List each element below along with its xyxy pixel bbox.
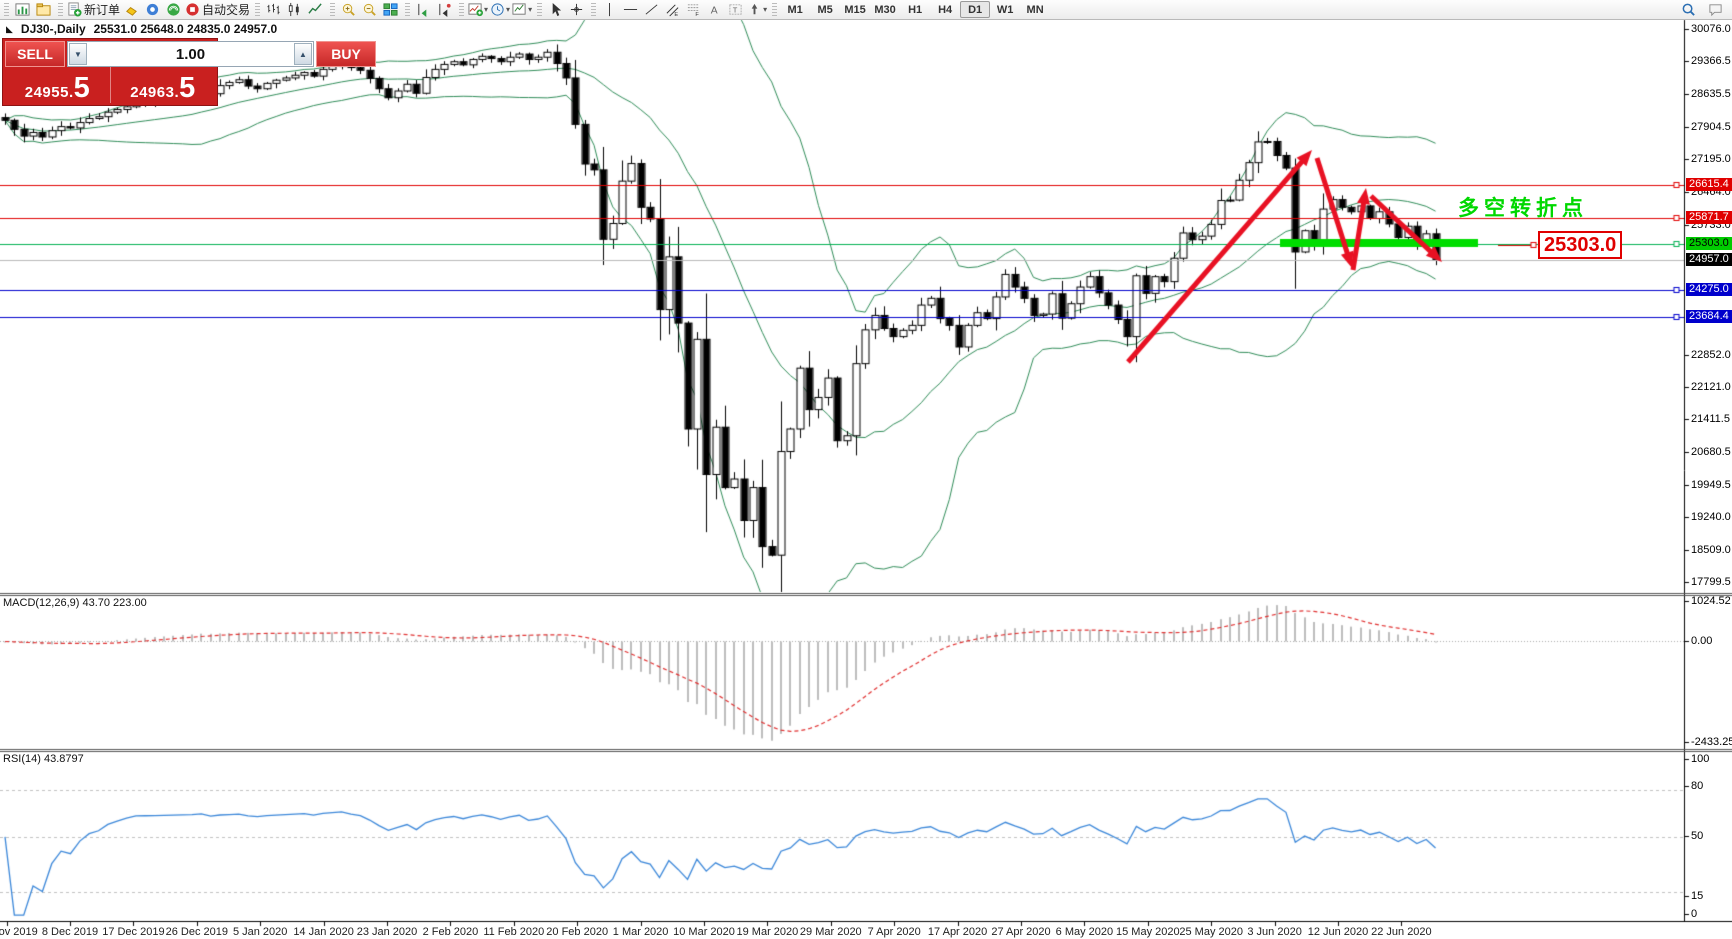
indicators-add-icon[interactable]: ▾ — [467, 1, 489, 18]
chat-icon[interactable] — [1705, 1, 1726, 18]
vertical-line-icon[interactable] — [599, 1, 620, 18]
toolbar-group-handle[interactable] — [330, 3, 336, 16]
symbol-period-label: DJ30-,Daily — [20, 22, 86, 36]
one-click-prices-row: 24955 . 5 24963 . 5 — [5, 67, 215, 103]
svg-text:E: E — [674, 12, 678, 17]
sell-button[interactable]: SELL — [5, 41, 65, 67]
volume-input[interactable] — [88, 42, 293, 66]
timeframe-h4-button[interactable]: H4 — [938, 3, 953, 16]
sell-price[interactable]: 24955 . 5 — [5, 67, 110, 103]
dropdown-caret-icon[interactable]: ▾ — [528, 5, 533, 14]
timeframe-m30-button[interactable]: M30 — [874, 3, 896, 16]
svg-text:A: A — [711, 5, 718, 16]
dropdown-caret-icon[interactable]: ▾ — [484, 5, 489, 14]
buy-price-main: 24963 — [130, 84, 175, 101]
toolbar-group-handle[interactable] — [4, 3, 9, 16]
trend-turn-annotation[interactable]: 多空转折点 — [1458, 197, 1588, 220]
toolbar-right-icons — [1678, 1, 1726, 18]
timeframe-m1-button[interactable]: M1 — [787, 3, 803, 16]
toolbar: 新订单 自动交易 ▾ ▾ ▾ E F A T ▾ M1 M5 M15 M30 H1 H4 D1 W1 MN — [0, 0, 1732, 20]
toolbar-group-handle[interactable] — [58, 3, 63, 16]
sell-price-main: 24955 — [24, 84, 69, 101]
buy-price[interactable]: 24963 . 5 — [109, 67, 216, 104]
toolbar-group-handle[interactable] — [772, 3, 778, 16]
bars-chart-icon[interactable] — [263, 1, 284, 18]
fibonacci-icon[interactable]: F — [683, 1, 704, 18]
candles-chart-icon[interactable] — [284, 1, 305, 18]
zoom-out-icon[interactable] — [359, 1, 380, 18]
horizontal-line-icon[interactable] — [620, 1, 641, 18]
market-icon[interactable] — [121, 1, 142, 18]
sell-price-sep: . — [68, 84, 74, 101]
collapse-panel-icon[interactable]: ◣ — [6, 23, 13, 34]
volume-control: ▼ ▲ — [67, 41, 314, 67]
toolbar-group-handle[interactable] — [255, 3, 261, 16]
line-chart-icon[interactable] — [305, 1, 326, 18]
new-order-icon[interactable]: 新订单 — [66, 1, 121, 18]
volume-increase-button[interactable]: ▲ — [294, 43, 312, 65]
arrange-windows-icon[interactable] — [413, 1, 434, 18]
timeframe-d1-button[interactable]: D1 — [960, 1, 991, 18]
new-chart-icon[interactable] — [12, 1, 33, 18]
buy-price-pips: 5 — [179, 72, 196, 104]
text-label-icon[interactable]: T — [725, 1, 746, 18]
volume-decrease-button[interactable]: ▼ — [69, 43, 87, 65]
dropdown-caret-icon[interactable]: ▾ — [763, 5, 768, 14]
svg-text:F: F — [695, 12, 699, 17]
buy-price-sep: . — [174, 84, 180, 101]
autotrading-icon[interactable]: 自动交易 — [184, 1, 251, 18]
community-icon[interactable] — [142, 1, 163, 18]
search-icon[interactable] — [1678, 1, 1699, 18]
support-price-callout[interactable]: 25303.0 — [1538, 231, 1623, 259]
profiles-icon[interactable] — [33, 1, 54, 18]
timeframe-h1-button[interactable]: H1 — [908, 3, 923, 16]
cursor-icon[interactable] — [545, 1, 566, 18]
equidistant-channel-icon[interactable]: E — [662, 1, 683, 18]
timeframe-m15-button[interactable]: M15 — [844, 3, 866, 16]
periods-clock-icon[interactable]: ▾ — [489, 1, 511, 18]
tile-windows-icon[interactable] — [380, 1, 401, 18]
svg-text:T: T — [733, 5, 738, 14]
toolbar-group-handle[interactable] — [405, 3, 411, 16]
trend-line-icon[interactable] — [641, 1, 662, 18]
autotrading-label: 自动交易 — [202, 3, 251, 17]
timeframe-m5-button[interactable]: M5 — [817, 3, 833, 16]
toolbar-group-handle[interactable] — [591, 3, 597, 16]
dropdown-caret-icon[interactable]: ▾ — [506, 5, 511, 14]
arrows-icon[interactable]: ▾ — [746, 1, 768, 18]
one-click-trading-panel: SELL ▼ ▲ BUY 24955 . 5 24963 . 5 — [2, 38, 376, 106]
signals-icon[interactable] — [163, 1, 184, 18]
crosshair-icon[interactable] — [566, 1, 587, 18]
new-order-label: 新订单 — [84, 3, 121, 17]
toolbar-group-handle[interactable] — [459, 3, 465, 16]
ohlc-values: 25531.0 25648.0 24835.0 24957.0 — [93, 22, 278, 36]
sell-price-pips: 5 — [73, 72, 90, 104]
one-click-top-row: SELL ▼ ▲ BUY — [5, 41, 376, 67]
timeframe-w1-button[interactable]: W1 — [996, 3, 1014, 16]
snap-windows-icon[interactable] — [434, 1, 455, 18]
timeframe-mn-button[interactable]: MN — [1026, 3, 1044, 16]
toolbar-group-handle[interactable] — [537, 3, 543, 16]
buy-button[interactable]: BUY — [316, 41, 376, 67]
zoom-in-icon[interactable] — [338, 1, 359, 18]
templates-chart-icon[interactable]: ▾ — [511, 1, 533, 18]
chart-title-line: ◣ DJ30-,Daily 25531.0 25648.0 24835.0 24… — [6, 22, 277, 36]
text-icon[interactable]: A — [704, 1, 725, 18]
